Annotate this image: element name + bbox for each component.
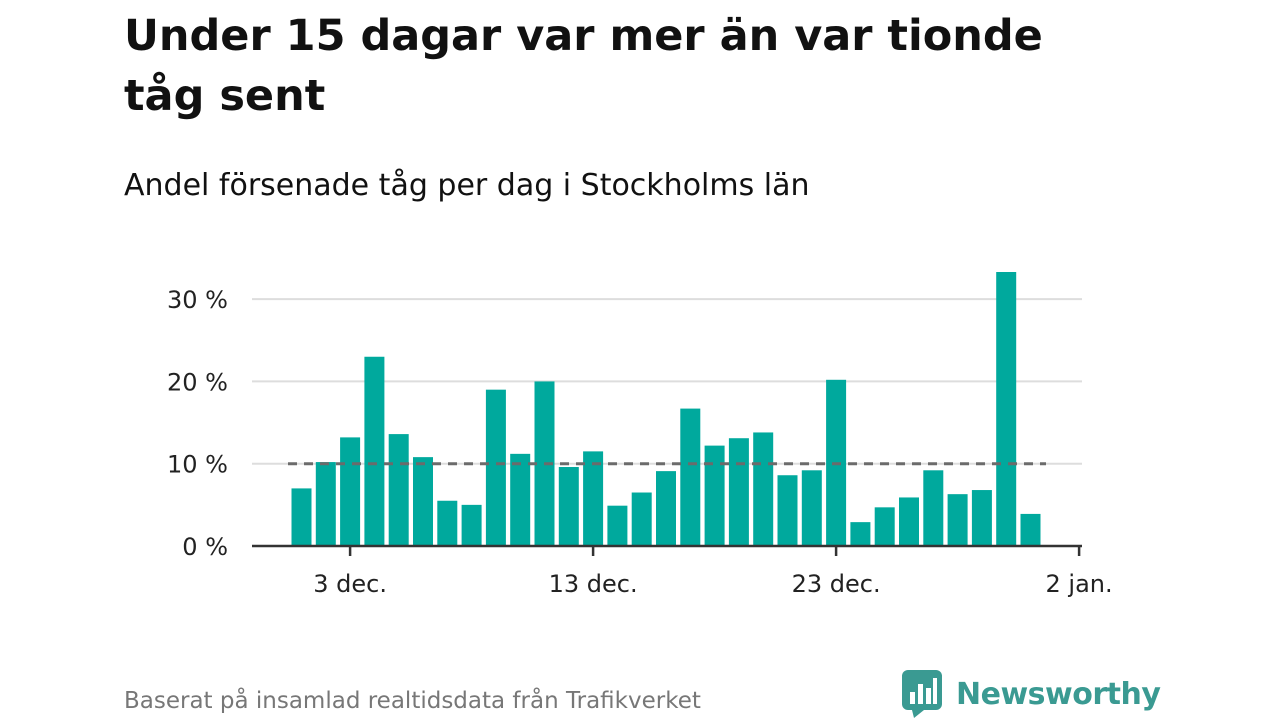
bar bbox=[996, 272, 1017, 546]
bar bbox=[728, 438, 749, 546]
bar bbox=[291, 488, 312, 546]
bar bbox=[607, 505, 628, 546]
chart-title: Under 15 dagar var mer än var tionde tåg… bbox=[124, 11, 1043, 121]
bar bbox=[680, 408, 701, 546]
bar bbox=[388, 434, 409, 546]
bar-chart-logo-icon bbox=[902, 670, 942, 718]
bar bbox=[947, 494, 968, 546]
bar bbox=[923, 470, 944, 546]
bar bbox=[315, 462, 336, 546]
bar bbox=[777, 475, 798, 546]
bar bbox=[801, 470, 822, 546]
bar bbox=[704, 445, 725, 546]
bar bbox=[899, 497, 919, 546]
x-tick-label: 13 dec. bbox=[549, 570, 638, 598]
y-tick-label: 10 % bbox=[167, 451, 228, 479]
bar bbox=[510, 453, 531, 546]
bar bbox=[437, 500, 458, 546]
brand-name: Newsworthy bbox=[956, 676, 1161, 712]
bar bbox=[631, 492, 652, 546]
y-axis-labels: 0 % 10 % 20 % 30 % bbox=[167, 286, 228, 561]
bar-chart: 0 % 10 % 20 % 30 % 3 dec. 13 dec. 23 dec. 2 ja… bbox=[167, 272, 1113, 598]
bars bbox=[291, 272, 1041, 546]
bar bbox=[413, 457, 433, 546]
bar bbox=[971, 490, 992, 546]
bar bbox=[364, 356, 385, 546]
bar bbox=[874, 507, 895, 546]
x-tick-label: 3 dec. bbox=[313, 570, 387, 598]
bar bbox=[485, 389, 506, 546]
y-tick-label: 20 % bbox=[167, 368, 228, 396]
y-tick-label: 0 % bbox=[182, 533, 228, 561]
bar bbox=[340, 437, 361, 546]
bar bbox=[753, 432, 774, 546]
y-tick-label: 30 % bbox=[167, 286, 228, 314]
source-note: Baserat på insamlad realtidsdata från Tr… bbox=[124, 688, 701, 714]
bar bbox=[656, 471, 676, 546]
bar bbox=[583, 451, 604, 546]
bar bbox=[558, 467, 579, 546]
x-tick-label: 2 jan. bbox=[1046, 570, 1113, 598]
chart-subtitle: Andel försenade tåg per dag i Stockholms… bbox=[124, 168, 810, 203]
brand[interactable]: Newsworthy bbox=[902, 670, 1161, 718]
bar bbox=[1020, 513, 1041, 546]
x-axis: 3 dec. 13 dec. 23 dec. 2 jan. bbox=[252, 544, 1113, 598]
bar bbox=[461, 504, 482, 546]
bar bbox=[850, 522, 871, 546]
x-tick-label: 23 dec. bbox=[792, 570, 881, 598]
